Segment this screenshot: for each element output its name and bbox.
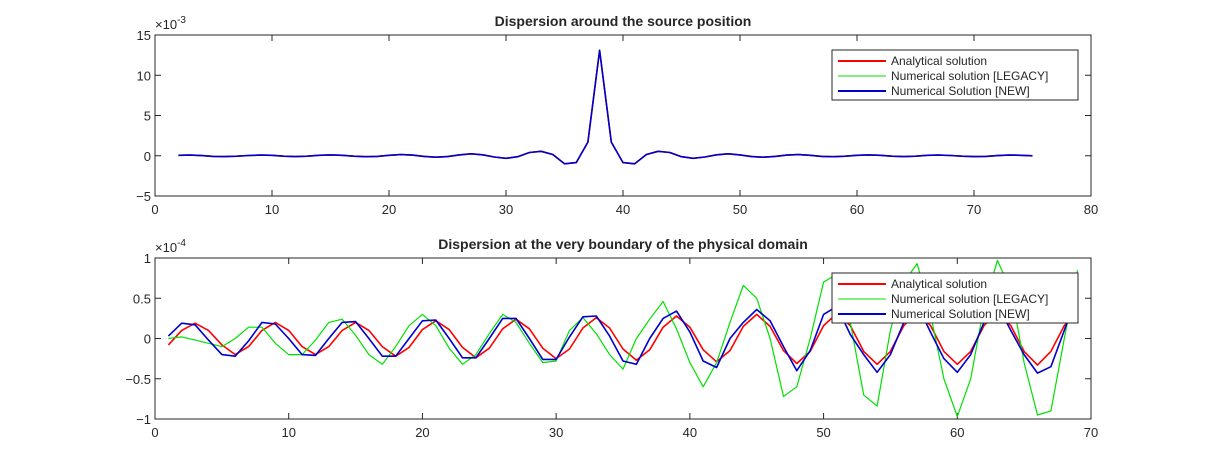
chart-2-x-tick-label: 10 (281, 425, 295, 440)
chart-1-series-line-numerical-solution-new (178, 49, 1033, 165)
chart-2-exponent-power: -4 (177, 238, 186, 249)
chart-2-x-tick-label: 20 (415, 425, 429, 440)
chart-source-position: Dispersion around the source position 0 1… (136, 13, 1098, 217)
chart-1-y-tick-label: 10 (137, 68, 151, 83)
chart-1-exponent: ×10-3 (155, 15, 186, 32)
chart-2-title: Dispersion at the very boundary of the p… (438, 236, 808, 252)
chart-2-legend-box (831, 272, 1079, 324)
chart-1-legend-label-legacy: Numerical solution [LEGACY] (891, 69, 1048, 83)
chart-2-y-tick-label: −0.5 (125, 372, 151, 387)
chart-1-x-tick-label: 20 (382, 202, 396, 217)
chart-2-y-tick-label: 1 (144, 251, 151, 266)
chart-1-legend-label-new: Numerical Solution [NEW] (891, 84, 1030, 98)
chart-2-legend-label-new: Numerical Solution [NEW] (891, 307, 1030, 321)
chart-2-legend-label-legacy: Numerical solution [LEGACY] (891, 292, 1048, 306)
chart-1-legend-label-analytical: Analytical solution (891, 54, 987, 68)
chart-1-x-tick-label: 50 (733, 202, 747, 217)
chart-1-x-tick-label: 70 (967, 202, 981, 217)
chart-1-x-tick-label: 30 (499, 202, 513, 217)
chart-1-title: Dispersion around the source position (495, 13, 752, 29)
chart-1-exponent-power: -3 (177, 15, 186, 26)
chart-1-y-tick-label: 5 (144, 109, 151, 124)
chart-2-y-tick-label: −1 (136, 412, 151, 427)
chart-2-exponent: ×10-4 (155, 238, 186, 255)
chart-2-x-tick-label: 40 (683, 425, 697, 440)
chart-1-legend: Analytical solution Numerical solution [… (831, 49, 1079, 101)
chart-2-x-tick-label: 50 (816, 425, 830, 440)
chart-2-x-tick-label: 0 (151, 425, 158, 440)
chart-1-y-tick-label: 15 (137, 28, 151, 43)
chart-1-series-lines (178, 49, 1033, 165)
chart-2-x-tick-label: 70 (1084, 425, 1098, 440)
chart-1-y-tick-label: 0 (144, 149, 151, 164)
chart-1-x-tick-label: 60 (850, 202, 864, 217)
chart-1-x-tick-label: 40 (616, 202, 630, 217)
chart-1-x-tick-label: 10 (265, 202, 279, 217)
chart-1-x-tick-label: 0 (151, 202, 158, 217)
chart-1-y-tick-label: −5 (136, 189, 151, 204)
chart-2-y-tick-label: 0.5 (133, 291, 151, 306)
chart-1-x-tick-label: 80 (1084, 202, 1098, 217)
chart-2-axes: 0 10 20 30 40 50 60 70 −1 −0.5 0 0.5 1 (125, 251, 1098, 440)
chart-2-x-tick-label: 30 (549, 425, 563, 440)
chart-2-y-tick-label: 0 (144, 332, 151, 347)
chart-2-exponent-base: ×10 (155, 240, 177, 255)
chart-2-legend-label-analytical: Analytical solution (891, 277, 987, 291)
chart-1-exponent-base: ×10 (155, 17, 177, 32)
chart-2-legend: Analytical solution Numerical solution [… (831, 272, 1079, 324)
chart-boundary: Dispersion at the very boundary of the p… (125, 236, 1098, 440)
chart-2-x-tick-label: 60 (950, 425, 964, 440)
